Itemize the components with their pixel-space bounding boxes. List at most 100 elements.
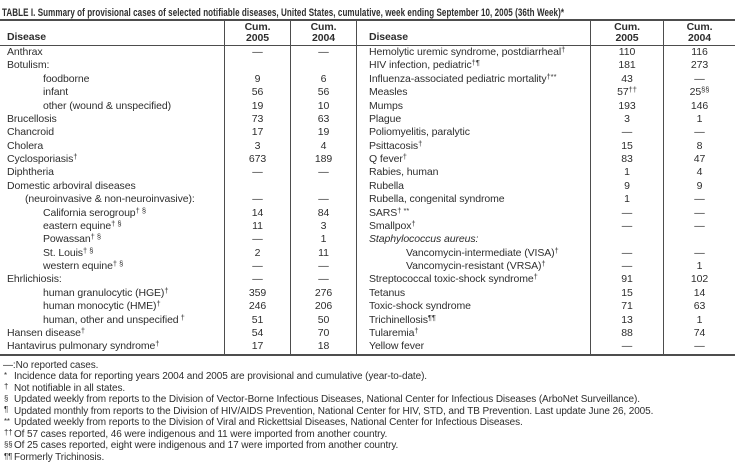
case-count: 47: [693, 153, 706, 165]
case-count: 1: [696, 313, 703, 326]
value-cell: 3: [224, 139, 290, 153]
case-count: 102: [690, 273, 709, 286]
value-cell: 71: [590, 300, 663, 314]
disease-name: Domestic arboviral diseases: [7, 179, 136, 192]
disease-name: Streptococcal toxic-shock syndrome: [369, 273, 534, 286]
value-cell: [224, 59, 290, 73]
case-count: —: [252, 233, 263, 246]
disease-name: Chancroid: [7, 126, 54, 139]
value-cell: 19: [290, 126, 356, 140]
value-cell: 273: [663, 59, 735, 73]
value-cell: 146: [663, 99, 735, 113]
case-count: 63: [693, 300, 706, 313]
disease-name: Rabies, human: [369, 166, 439, 179]
disease-cell: Yellow fever: [356, 340, 590, 354]
disease-cell: Smallpox†: [356, 219, 590, 234]
value-cell: —: [590, 206, 663, 220]
value-cell: 11: [290, 246, 356, 260]
value-cell: 1: [663, 313, 735, 327]
value-cell: 1: [590, 193, 663, 207]
disease-name: Botulism:: [7, 59, 50, 72]
case-count: —: [621, 340, 633, 353]
disease-name: Hemolytic uremic syndrome, postdiarrheal: [369, 46, 562, 58]
value-cell: 3: [590, 112, 663, 127]
case-count: 18: [317, 340, 330, 353]
value-cell: —: [663, 219, 735, 234]
case-count: 84: [317, 206, 330, 219]
value-cell: 15: [590, 286, 663, 301]
case-count: 193: [618, 99, 636, 112]
disease-name: foodborne: [43, 72, 90, 85]
disease-name: Anthrax: [7, 46, 43, 58]
column-header-cum-2005-right: Cum. 2005: [590, 21, 663, 45]
footnote-text: Of 25 cases reported, eight were indigen…: [14, 440, 399, 452]
case-count: —: [694, 219, 705, 232]
value-cell: 54: [224, 326, 290, 341]
case-count: 6: [320, 72, 327, 85]
table-body: Anthrax — — Hemolytic uremic syndrome, post…: [0, 45, 735, 354]
case-count: 19: [317, 126, 330, 139]
disease-cell: western equine† §: [43, 259, 124, 272]
column-header-disease-left: Disease: [7, 31, 46, 43]
value-cell: 50: [290, 313, 356, 327]
disease-cell: Botulism:: [0, 59, 224, 72]
case-count: —: [694, 72, 705, 85]
case-count: 70: [317, 326, 330, 339]
disease-name: Poliomyelitis, paralytic: [369, 126, 470, 139]
value-cell: 206: [290, 300, 356, 314]
value-cell: —: [224, 260, 290, 274]
value-cell: 1: [590, 166, 663, 180]
disease-cell: Toxic-shock syndrome: [356, 300, 590, 314]
disease-cell: Chancroid: [0, 126, 224, 139]
value-cell: 4: [290, 139, 356, 153]
value-cell: 10: [290, 99, 356, 113]
case-count: —: [694, 340, 705, 353]
case-count: 73: [251, 112, 264, 125]
disease-cell: human, other and unspecified †: [43, 312, 185, 326]
case-count: 1: [696, 260, 703, 272]
case-count: 246: [248, 300, 267, 313]
footnote-text: Not notifiable in all states.: [14, 382, 126, 394]
footnote-text: Updated monthly from reports to the Divi…: [14, 405, 654, 417]
disease-name: human, other and unspecified: [43, 313, 179, 326]
value-cell: 9: [663, 179, 735, 194]
case-count: 43: [621, 72, 633, 85]
value-cell: —: [224, 193, 290, 207]
case-count: 359: [248, 286, 267, 299]
disease-name: Smallpox: [369, 219, 412, 232]
value-cell: 47: [663, 153, 735, 167]
value-cell: 2: [224, 246, 290, 260]
disease-cell: Ehrlichiosis:: [0, 273, 224, 286]
value-cell: 4: [663, 166, 735, 180]
value-cell: —: [663, 340, 735, 354]
disease-cell: Mumps: [356, 99, 590, 113]
footnote-text: Updated weekly from reports to the Divis…: [14, 394, 640, 406]
case-count: —: [621, 206, 633, 219]
case-count: —: [252, 193, 263, 206]
case-count: 19: [251, 99, 264, 112]
footnote-marker: §: [4, 393, 9, 403]
footnote-marker: —:: [3, 359, 16, 371]
disease-cell: Plague: [356, 112, 590, 127]
disease-name: Psittacosis: [369, 139, 419, 152]
disease-name: Hantavirus pulmonary syndrome: [7, 340, 156, 353]
value-cell: 18: [290, 340, 356, 354]
footnote: ¶ Updated monthly from reports to the Div…: [1, 405, 735, 418]
value-cell: 73: [224, 112, 290, 127]
case-count: —: [621, 260, 633, 272]
value-cell: [663, 233, 735, 247]
value-cell: —: [590, 340, 663, 354]
value-cell: 1: [663, 112, 735, 127]
value-cell: 15: [590, 139, 663, 153]
disease-name: Mumps: [369, 99, 403, 112]
case-count: 110: [618, 46, 636, 58]
disease-cell: eastern equine† §: [43, 218, 122, 232]
value-cell: 84: [290, 206, 356, 220]
disease-name: HIV infection, pediatric: [369, 59, 472, 72]
case-count: —: [621, 126, 633, 139]
value-cell: —: [224, 166, 290, 180]
footnote-marker: ¶¶: [4, 451, 13, 461]
case-count: —: [252, 273, 263, 286]
case-count: 74: [693, 326, 706, 339]
value-cell: —: [663, 193, 735, 207]
